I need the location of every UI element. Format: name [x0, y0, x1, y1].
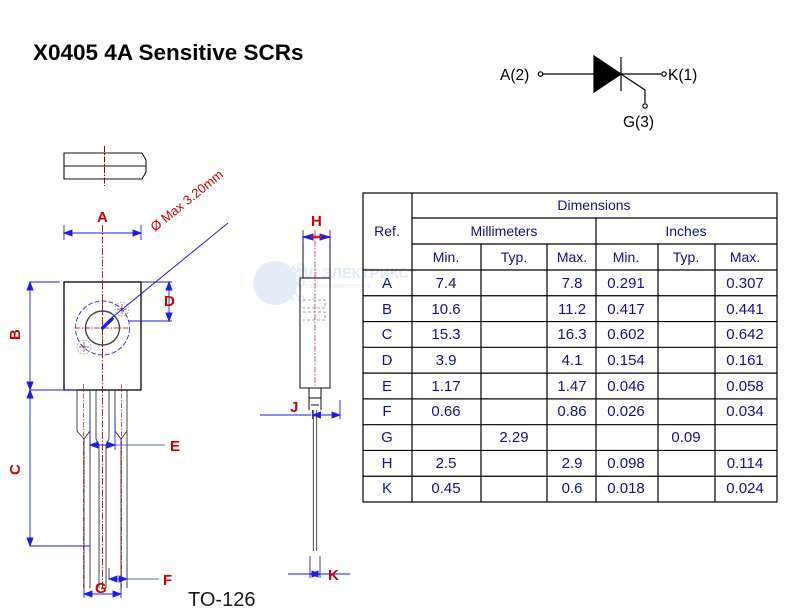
svg-text:0.018: 0.018: [607, 480, 645, 497]
svg-text:Typ.: Typ.: [501, 249, 527, 265]
svg-text:A(2): A(2): [500, 67, 529, 84]
svg-text:J: J: [290, 399, 298, 416]
svg-text:TO-126: TO-126: [188, 589, 255, 611]
svg-text:Ref.: Ref.: [374, 223, 400, 239]
svg-text:G: G: [95, 580, 107, 597]
svg-text:0.161: 0.161: [726, 352, 764, 369]
svg-text:0.642: 0.642: [726, 326, 764, 343]
svg-text:0.034: 0.034: [726, 403, 764, 420]
svg-text:C: C: [382, 326, 393, 343]
svg-text:Min.: Min.: [433, 249, 459, 265]
svg-text:0.026: 0.026: [607, 403, 645, 420]
svg-text:0.602: 0.602: [607, 326, 645, 343]
svg-text:Ø Max 3.20mm: Ø Max 3.20mm: [147, 167, 225, 235]
svg-text:0.6: 0.6: [562, 480, 583, 497]
svg-text:G: G: [381, 429, 393, 446]
svg-text:A: A: [97, 209, 108, 226]
svg-text:0.058: 0.058: [726, 378, 764, 395]
svg-text:2.5: 2.5: [436, 455, 457, 472]
svg-text:0.114: 0.114: [727, 455, 763, 472]
svg-text:D: D: [164, 293, 175, 310]
svg-text:H: H: [382, 455, 393, 472]
svg-text:Min.: Min.: [613, 249, 639, 265]
svg-text:K(1): K(1): [668, 67, 697, 84]
svg-text:0.046: 0.046: [607, 378, 645, 395]
svg-text:0.66: 0.66: [431, 403, 460, 420]
svg-text:0.154: 0.154: [607, 352, 645, 369]
svg-text:G(3): G(3): [623, 114, 654, 131]
svg-text:10.6: 10.6: [431, 301, 460, 318]
svg-text:1.47: 1.47: [557, 378, 586, 395]
svg-text:C: C: [7, 464, 24, 475]
svg-text:1.17: 1.17: [431, 378, 460, 395]
svg-text:7.4: 7.4: [436, 275, 457, 292]
svg-text:7.8: 7.8: [562, 275, 583, 292]
svg-text:0.86: 0.86: [557, 403, 586, 420]
svg-text:0.441: 0.441: [726, 301, 764, 318]
svg-text:Inches: Inches: [665, 223, 706, 239]
svg-text:16.3: 16.3: [557, 326, 586, 343]
svg-text:0.291: 0.291: [607, 275, 645, 292]
svg-text:0.45: 0.45: [431, 480, 460, 497]
svg-text:E: E: [170, 438, 180, 455]
svg-text:0.09: 0.09: [671, 429, 700, 446]
svg-text:Dimensions: Dimensions: [557, 197, 630, 213]
svg-text:0.417: 0.417: [607, 301, 645, 318]
svg-text:K: K: [328, 567, 339, 584]
svg-text:2.29: 2.29: [499, 429, 528, 446]
svg-text:0.307: 0.307: [726, 275, 764, 292]
svg-text:0.098: 0.098: [607, 455, 645, 472]
svg-text:B: B: [382, 301, 392, 318]
svg-text:2.9: 2.9: [562, 455, 583, 472]
svg-text:15.3: 15.3: [431, 326, 460, 343]
svg-text:Max.: Max.: [730, 249, 760, 265]
svg-text:4.1: 4.1: [562, 352, 583, 369]
svg-text:E: E: [382, 378, 392, 395]
svg-text:A: A: [382, 275, 392, 292]
svg-text:Millimeters: Millimeters: [471, 223, 538, 239]
svg-text:B: B: [7, 329, 24, 340]
svg-text:3.9: 3.9: [436, 352, 457, 369]
svg-text:Typ.: Typ.: [673, 249, 699, 265]
svg-text:Max.: Max.: [557, 249, 587, 265]
svg-text:D: D: [382, 352, 393, 369]
svg-text:11.2: 11.2: [558, 301, 586, 318]
svg-text:H: H: [311, 213, 322, 230]
svg-text:0.024: 0.024: [726, 480, 764, 497]
svg-text:F: F: [163, 572, 172, 589]
svg-text:K: K: [382, 480, 392, 497]
svg-text:F: F: [382, 403, 391, 420]
